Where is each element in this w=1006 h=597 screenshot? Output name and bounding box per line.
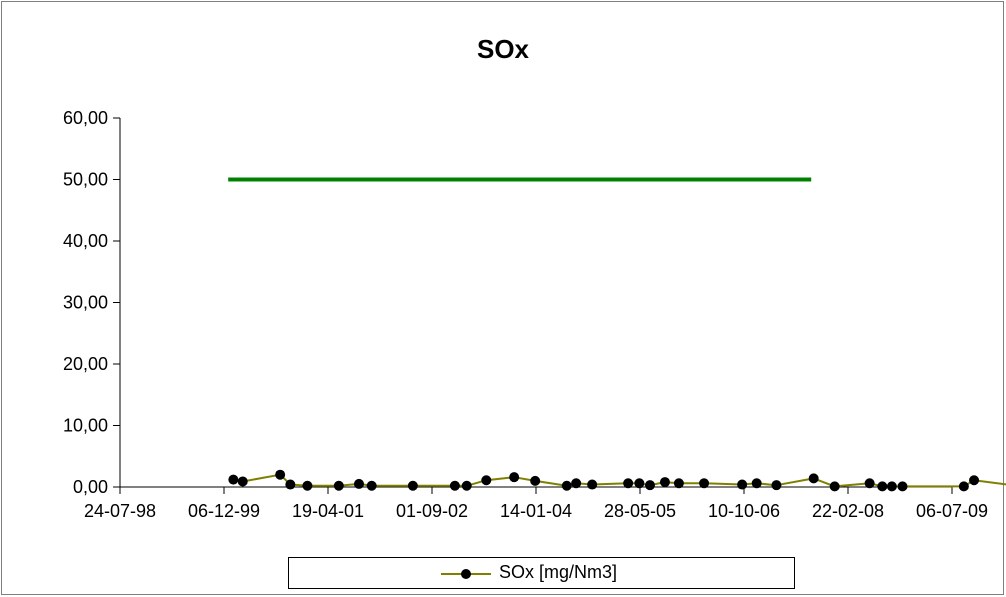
legend-swatch-marker xyxy=(461,569,471,579)
x-tick-label: 28-05-05 xyxy=(604,501,676,521)
y-tick-label: 60,00 xyxy=(63,108,108,128)
data-point-sox xyxy=(897,481,908,492)
data-point-sox xyxy=(771,480,782,491)
legend: SOx [mg/Nm3] xyxy=(288,557,795,589)
data-point-sox xyxy=(659,477,670,488)
data-point-sox xyxy=(366,480,377,491)
data-point-sox xyxy=(449,480,460,491)
data-point-sox xyxy=(353,478,364,489)
data-point-sox xyxy=(808,473,819,484)
data-point-sox xyxy=(481,475,492,486)
data-point-sox xyxy=(958,481,969,492)
legend-swatch xyxy=(441,569,491,579)
data-point-sox xyxy=(228,474,239,485)
y-tick-label: 50,00 xyxy=(63,170,108,190)
data-point-sox xyxy=(699,478,710,489)
legend-label-sox: SOx [mg/Nm3] xyxy=(499,562,618,582)
data-point-sox xyxy=(886,481,897,492)
data-point-sox xyxy=(302,480,313,491)
y-tick-label: 20,00 xyxy=(63,354,108,374)
x-tick-label: 10-10-06 xyxy=(708,501,780,521)
data-point-sox xyxy=(864,478,875,489)
x-tick-label: 19-04-01 xyxy=(292,501,364,521)
data-point-sox xyxy=(461,480,472,491)
data-point-sox xyxy=(275,469,286,480)
x-tick-label: 06-12-99 xyxy=(188,501,260,521)
x-tick-label: 01-09-02 xyxy=(396,501,468,521)
y-tick-label: 0,00 xyxy=(73,477,108,497)
data-point-sox xyxy=(237,476,248,487)
data-point-sox xyxy=(509,472,520,483)
data-point-sox xyxy=(561,480,572,491)
data-point-sox xyxy=(530,475,541,486)
data-point-sox xyxy=(634,478,645,489)
data-point-sox xyxy=(333,480,344,491)
y-tick-label: 10,00 xyxy=(63,416,108,436)
series-layer xyxy=(228,177,1006,492)
y-axis: 0,00 10,00 20,00 30,00 40,00 50,00 60,00 xyxy=(63,108,121,497)
y-tick-label: 30,00 xyxy=(63,293,108,313)
x-tick-label: 22-02-08 xyxy=(812,501,884,521)
data-point-sox xyxy=(623,478,634,489)
data-point-sox xyxy=(407,480,418,491)
x-tick-label: 14-01-04 xyxy=(500,501,572,521)
data-point-sox xyxy=(751,478,762,489)
data-point-sox xyxy=(829,481,840,492)
chart-title: SOx xyxy=(477,34,530,64)
data-point-sox xyxy=(737,479,748,490)
x-tick-label: 24-07-98 xyxy=(84,501,156,521)
y-tick-label: 40,00 xyxy=(63,231,108,251)
data-point-sox xyxy=(877,481,888,492)
data-point-sox xyxy=(285,479,296,490)
data-point-sox xyxy=(571,478,582,489)
x-tick-label: 06-07-09 xyxy=(916,501,988,521)
data-point-sox xyxy=(587,479,598,490)
data-point-sox xyxy=(673,478,684,489)
data-point-sox xyxy=(644,480,655,491)
data-point-sox xyxy=(969,475,980,486)
x-axis: 24-07-98 06-12-99 19-04-01 01-09-02 14-01-04… xyxy=(84,486,988,521)
